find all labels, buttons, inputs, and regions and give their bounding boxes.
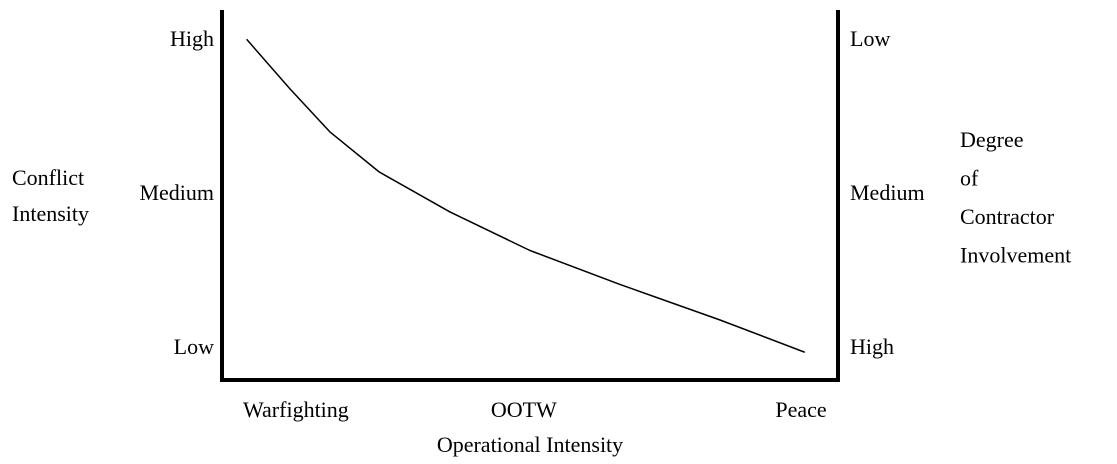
x-axis-label: Operational Intensity xyxy=(437,432,623,457)
line xyxy=(246,38,806,353)
y-tick-label: High xyxy=(170,26,214,51)
y-axis-label: Conflict xyxy=(12,165,84,190)
y2-tick-label: Low xyxy=(850,26,890,51)
y-axis-label: Intensity xyxy=(12,201,89,226)
y-tick-label: Medium xyxy=(139,180,214,205)
y2-axis-label: Contractor xyxy=(960,204,1055,229)
x-tick-label: Warfighting xyxy=(243,397,349,422)
y2-tick-label: High xyxy=(850,334,894,359)
y2-axis-label: Involvement xyxy=(960,243,1071,268)
y-tick-label: Low xyxy=(174,334,214,359)
y2-tick-label: Medium xyxy=(850,180,925,205)
y2-axis-label: Degree xyxy=(960,127,1024,152)
x-tick-label: OOTW xyxy=(491,397,557,422)
x-tick-label: Peace xyxy=(775,397,826,422)
y2-axis-label: of xyxy=(960,166,979,191)
